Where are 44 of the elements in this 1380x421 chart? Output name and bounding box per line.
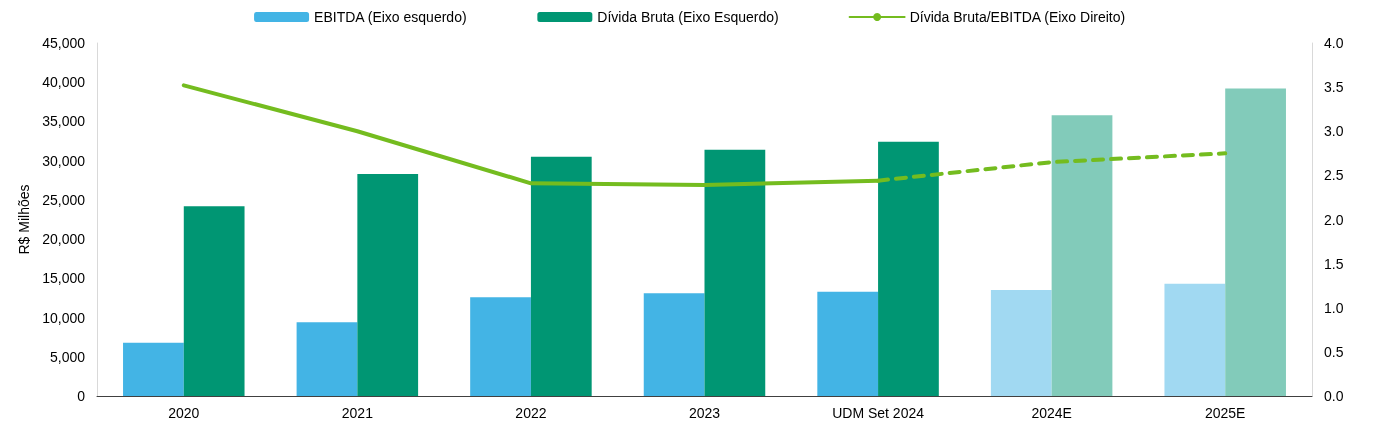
- bar: [878, 141, 939, 396]
- y2-tick-label: 4.0: [1324, 35, 1344, 51]
- y-tick-label: 40,000: [42, 74, 86, 91]
- bar: [1164, 283, 1226, 396]
- bar: [1225, 88, 1286, 396]
- bar: [990, 290, 1052, 396]
- y-tick-label: 10,000: [42, 309, 86, 326]
- y2-tick-label: 3.0: [1324, 123, 1344, 140]
- bar: [704, 149, 766, 396]
- x-tick-label: 2020: [168, 405, 200, 421]
- x-tick-label: UDM Set 2024: [832, 405, 925, 421]
- x-tick-label: 2025E: [1204, 405, 1246, 421]
- bar: [357, 174, 419, 396]
- y-tick-label: 30,000: [42, 152, 86, 169]
- bar: [183, 206, 245, 396]
- y2-tick-label: 3.5: [1324, 79, 1344, 96]
- y-axis-title: R$ Milhões: [16, 184, 33, 255]
- y2-tick-label: 1.0: [1324, 299, 1344, 316]
- bar: [1051, 115, 1113, 396]
- y-tick-label: 5,000: [49, 348, 86, 365]
- y-tick-label: 45,000: [42, 35, 86, 51]
- bar: [530, 156, 592, 396]
- y-tick-label: 0: [77, 388, 86, 404]
- y-tick-label: 35,000: [42, 113, 86, 130]
- y-tick-label: 15,000: [42, 270, 86, 287]
- y2-tick-label: 0.5: [1324, 343, 1344, 360]
- y2-tick-label: 2.5: [1324, 167, 1344, 184]
- y2-tick-label: 2.0: [1324, 211, 1344, 228]
- bar: [817, 291, 879, 396]
- bar: [470, 297, 531, 396]
- bar: [123, 342, 184, 396]
- y-tick-label: 25,000: [42, 191, 86, 208]
- y2-tick-label: 0.0: [1324, 388, 1344, 404]
- legend-label: Dívida Bruta/EBITDA (Eixo Direito): [909, 9, 1126, 25]
- x-tick-label: 2022: [515, 405, 547, 421]
- bar: [643, 293, 705, 396]
- y2-tick-label: 1.5: [1324, 255, 1344, 272]
- x-tick-label: 2021: [341, 405, 374, 421]
- legend-label: EBITDA (Eixo esquerdo): [314, 9, 467, 25]
- x-tick-label: 2024E: [1031, 405, 1072, 421]
- bar: [296, 322, 358, 396]
- legend-label: Dívida Bruta (Eixo Esquerdo): [597, 9, 779, 25]
- y-tick-label: 20,000: [42, 231, 86, 248]
- x-tick-label: 2023: [688, 405, 721, 421]
